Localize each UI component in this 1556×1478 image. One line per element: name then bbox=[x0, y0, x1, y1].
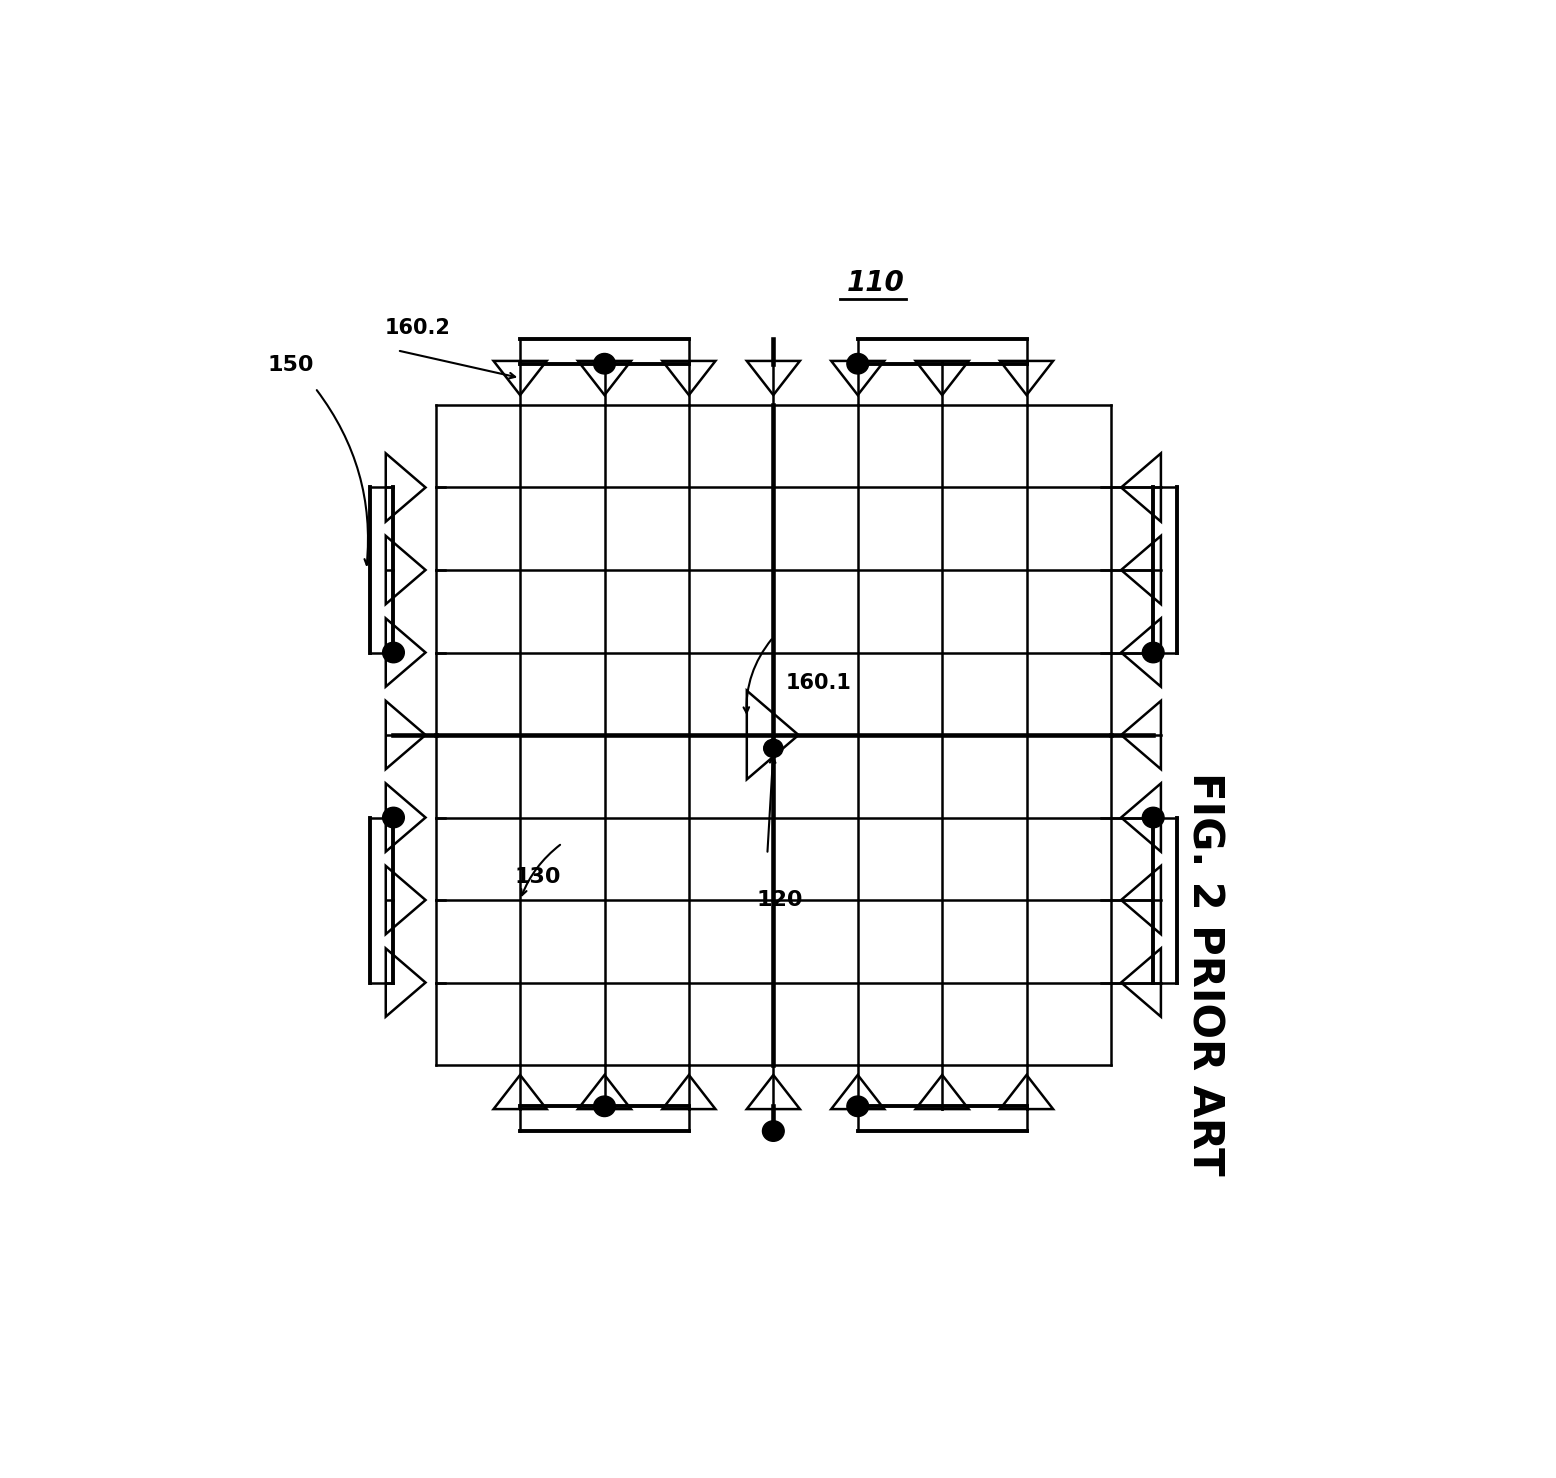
Circle shape bbox=[762, 1120, 784, 1141]
Text: 120: 120 bbox=[756, 890, 803, 910]
Circle shape bbox=[1142, 807, 1164, 828]
Circle shape bbox=[594, 1097, 615, 1116]
Circle shape bbox=[846, 353, 868, 374]
Circle shape bbox=[764, 739, 783, 757]
Circle shape bbox=[383, 807, 405, 828]
Text: 150: 150 bbox=[268, 355, 314, 375]
Circle shape bbox=[594, 353, 615, 374]
Text: 130: 130 bbox=[515, 868, 562, 887]
Text: FIG. 2 PRIOR ART: FIG. 2 PRIOR ART bbox=[1183, 772, 1225, 1176]
Circle shape bbox=[383, 643, 405, 662]
Circle shape bbox=[1142, 643, 1164, 662]
Text: 110: 110 bbox=[846, 269, 904, 297]
Text: 160.1: 160.1 bbox=[786, 672, 851, 693]
Text: 160.2: 160.2 bbox=[384, 318, 451, 337]
Circle shape bbox=[846, 1097, 868, 1116]
